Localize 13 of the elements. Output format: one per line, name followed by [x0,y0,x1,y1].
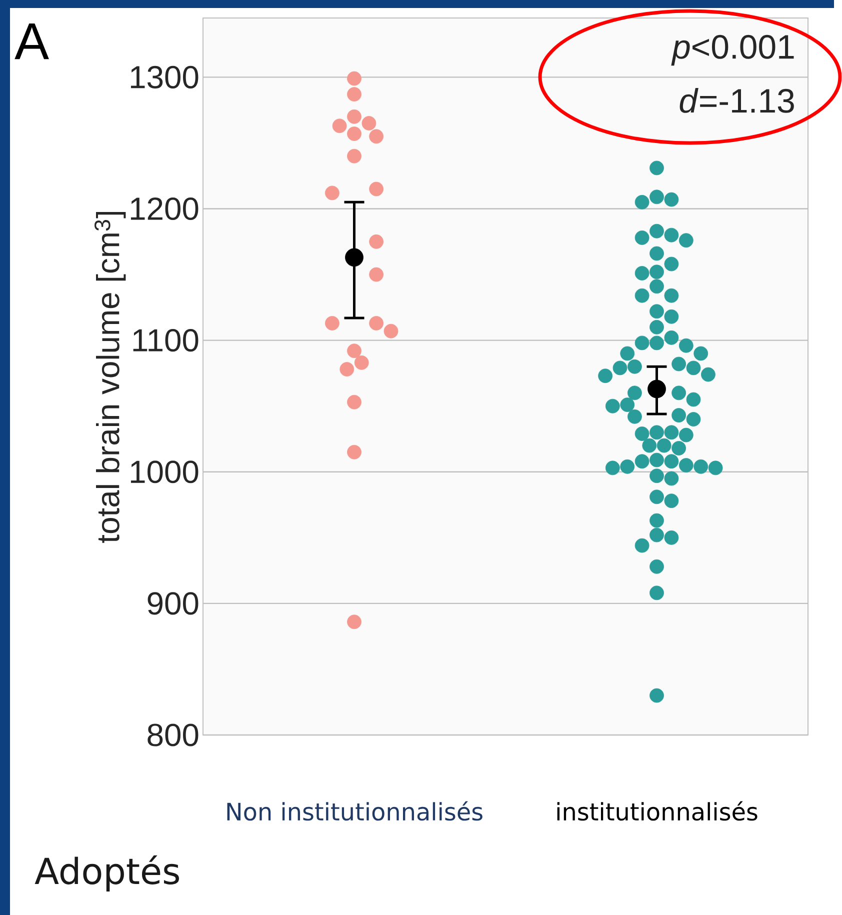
y-tick-label: 1300 [131,66,198,88]
y-tick-label: 900 [148,592,198,615]
text: A [14,24,50,60]
y-tick-label: 1100 [133,329,198,352]
annotation: d=-1.13 [680,88,794,113]
y-tick-label: 1000 [131,460,198,484]
annotation: p<0.001 [671,34,794,66]
text: Adoptés [34,855,180,892]
x-tick-label: Non institutionnalisés [227,801,483,821]
y-tick-label: 1200 [131,197,198,220]
x-tick-label: institutionnalisés [557,801,758,821]
y-axis-title: total brain volume [cm$^{3}$] [94,212,126,543]
y-tick-label: 800 [148,724,198,746]
